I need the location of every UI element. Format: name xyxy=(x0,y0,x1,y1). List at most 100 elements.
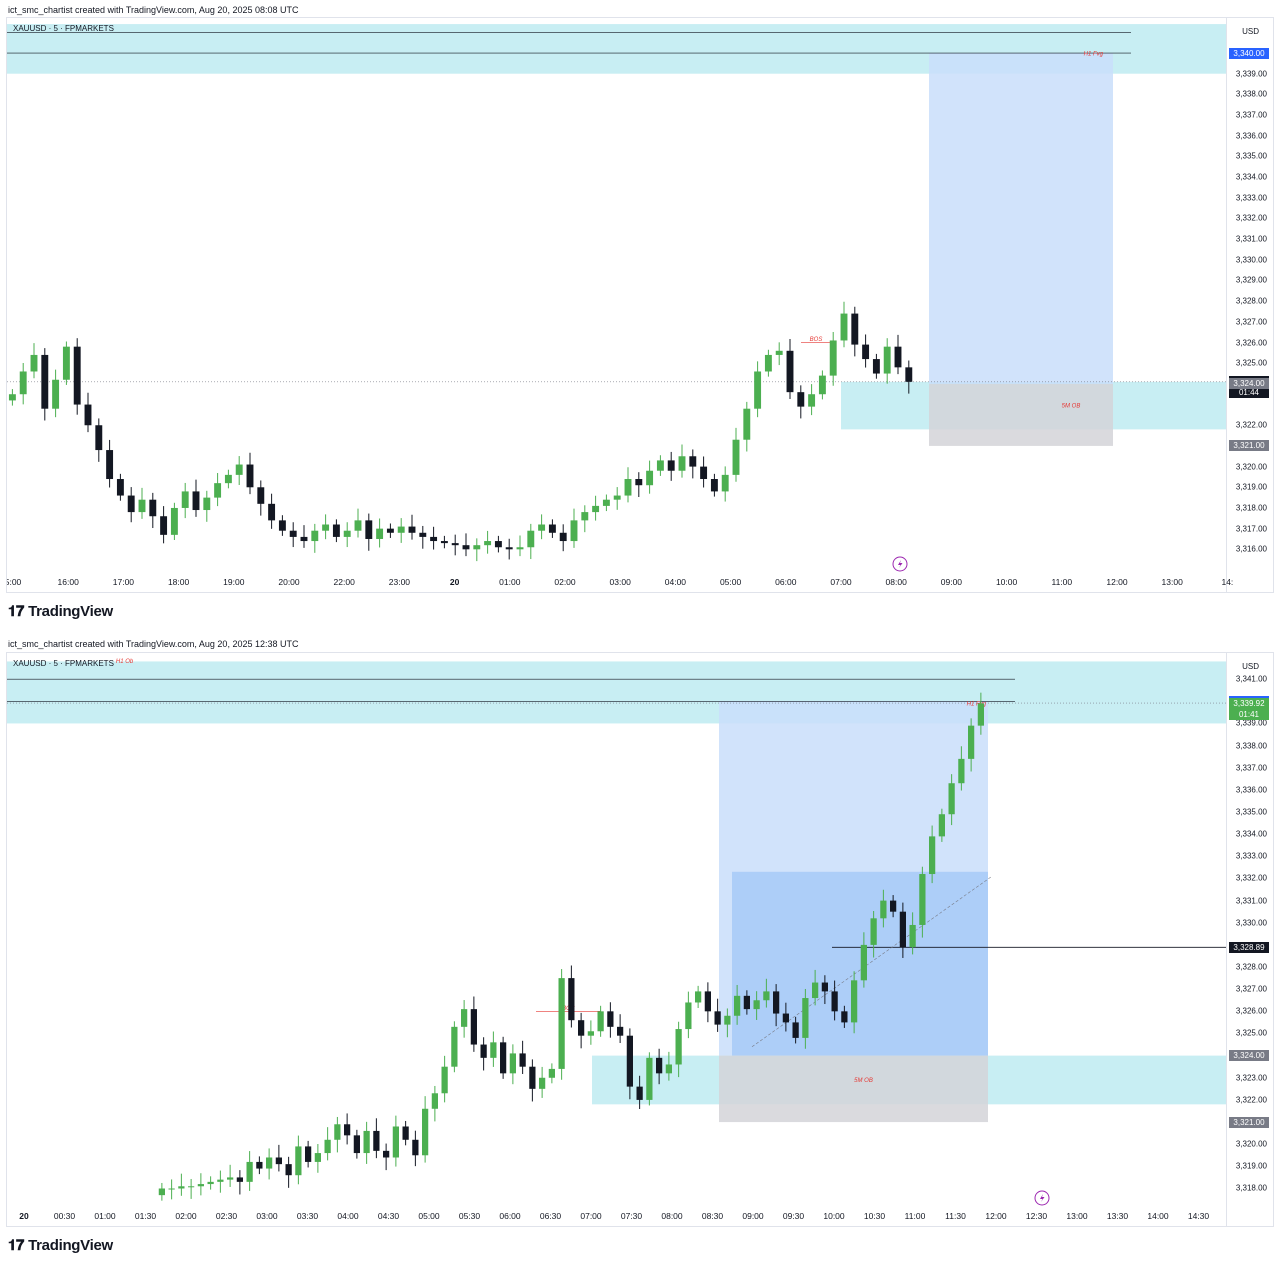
time-tick-label: 11:00 xyxy=(1051,577,1073,587)
candle-body xyxy=(656,460,664,471)
candle-body xyxy=(894,346,902,368)
candle-body xyxy=(343,530,351,537)
price-tick-label: 3,335.00 xyxy=(1235,151,1267,161)
candle-body xyxy=(734,995,741,1016)
time-tick-label: 04:00 xyxy=(664,577,687,587)
candle xyxy=(714,998,721,1032)
price-tick-label: 3,316.00 xyxy=(1235,544,1267,554)
candle xyxy=(295,1135,302,1185)
candle-body xyxy=(753,1000,760,1010)
candle-body xyxy=(227,1177,234,1180)
time-tick-label: 00:30 xyxy=(53,1211,76,1221)
time-tick-label: 09:30 xyxy=(782,1211,805,1221)
candle-body xyxy=(461,1009,468,1027)
price-tick-label: 3,320.00 xyxy=(1235,1139,1267,1149)
candle-body xyxy=(188,1186,195,1188)
candle-body xyxy=(116,479,124,496)
candle-body xyxy=(977,703,984,726)
stop-price-tag: 3,321.00 xyxy=(1229,440,1269,452)
candle xyxy=(831,980,838,1021)
candle xyxy=(840,301,848,348)
candle xyxy=(178,1173,185,1196)
candle-body xyxy=(613,495,621,500)
candle xyxy=(392,1115,399,1167)
price-tick-label: 3,336.00 xyxy=(1235,131,1267,141)
candle-body xyxy=(539,1077,546,1089)
candle xyxy=(257,480,265,516)
candle-body xyxy=(257,487,265,504)
candle-body xyxy=(635,479,643,486)
price-tick-label: 3,319.00 xyxy=(1235,482,1267,492)
candle-body xyxy=(484,541,492,546)
stop-zone xyxy=(929,383,1113,446)
price-scale[interactable] xyxy=(1226,18,1273,592)
candle-body xyxy=(646,1057,653,1100)
candle xyxy=(235,456,243,486)
price-tick-label: 3,328.00 xyxy=(1235,296,1267,306)
candle-body xyxy=(689,456,697,467)
time-tick-label: 11:30 xyxy=(945,1211,966,1221)
candle-body xyxy=(127,495,135,513)
candle-body xyxy=(968,725,975,759)
candle xyxy=(938,808,945,842)
currency-label[interactable]: USD xyxy=(1242,662,1259,671)
candle-body xyxy=(538,524,546,531)
candle-body xyxy=(149,499,157,517)
candle xyxy=(289,522,297,548)
time-tick-label: 01:30 xyxy=(134,1211,157,1221)
candle xyxy=(266,1148,273,1180)
candle xyxy=(558,969,565,1080)
candle-body xyxy=(592,505,600,513)
price-tick-label: 3,332.00 xyxy=(1235,873,1267,883)
time-tick-label: 12:00 xyxy=(1106,577,1128,587)
candle xyxy=(909,912,916,955)
tradingview-logo: 𝟏𝟕 TradingView xyxy=(8,603,113,620)
candle-body xyxy=(578,1020,585,1036)
candle-body xyxy=(470,1009,477,1045)
candle xyxy=(559,524,567,552)
lightning-icon-glyph xyxy=(898,560,903,568)
ob-label: 5M OB xyxy=(854,1078,873,1084)
time-tick-label: 19:00 xyxy=(223,577,245,587)
candle-body xyxy=(773,991,780,1014)
candle-body xyxy=(192,491,200,511)
candle xyxy=(667,451,675,481)
time-tick-label: 23:00 xyxy=(388,577,411,587)
candle xyxy=(646,460,654,494)
candle xyxy=(197,1173,204,1196)
candle-body xyxy=(570,520,578,542)
candle-body xyxy=(721,474,729,492)
price-tick-label: 3,335.00 xyxy=(1235,807,1267,817)
candle-body xyxy=(665,1064,672,1074)
candle xyxy=(656,1048,663,1085)
price-scale[interactable] xyxy=(1226,653,1273,1226)
candle-body xyxy=(62,346,70,380)
candle xyxy=(285,1156,292,1188)
time-tick-label: 02:00 xyxy=(175,1211,197,1221)
currency-label[interactable]: USD xyxy=(1242,27,1259,36)
candle-body xyxy=(710,479,718,492)
candle xyxy=(860,932,867,988)
candle-body xyxy=(527,530,535,548)
candle-body xyxy=(354,520,362,531)
candle xyxy=(894,334,902,375)
candle xyxy=(408,514,416,540)
candle xyxy=(829,331,837,386)
candle-body xyxy=(344,1124,351,1136)
candle-body xyxy=(217,1179,224,1182)
price-tick-label: 3,323.00 xyxy=(1235,1073,1267,1083)
price-tick-label: 3,330.00 xyxy=(1235,918,1267,928)
candle-body xyxy=(860,944,867,981)
candle-body xyxy=(929,836,936,875)
chart-frame[interactable]: BOS H1 Fvg 5M OB XAUUSD · 5 · FPMARKETS US… xyxy=(6,17,1274,593)
candle xyxy=(484,530,492,554)
candle-body xyxy=(422,1108,429,1156)
candle-body xyxy=(883,346,891,374)
candle xyxy=(8,389,16,406)
candle xyxy=(617,1014,624,1044)
candle-body xyxy=(581,512,589,521)
candle-body xyxy=(138,499,146,513)
